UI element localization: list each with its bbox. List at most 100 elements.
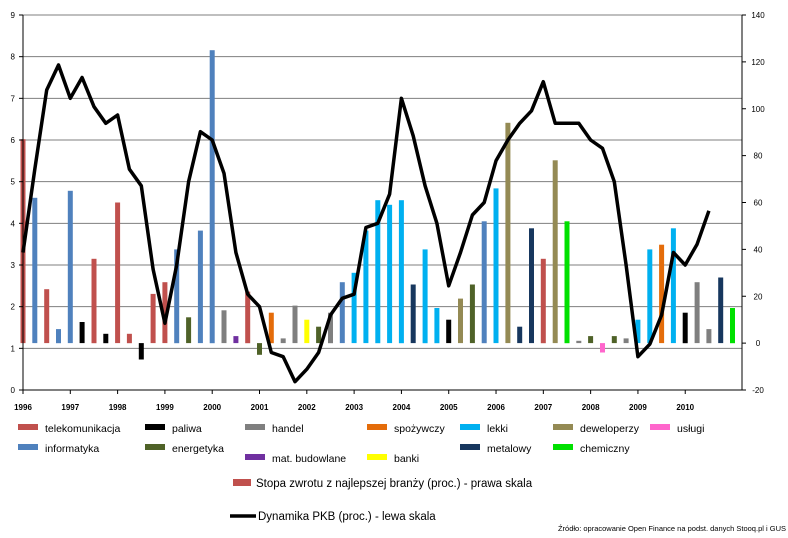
x-tick-label: 1999 xyxy=(156,403,174,412)
x-tick-label: 2008 xyxy=(582,403,600,412)
left-tick-label: 5 xyxy=(11,178,16,187)
legend-swatch-handel xyxy=(245,424,265,430)
bars-layer xyxy=(20,50,735,360)
legend-label-paliwa: paliwa xyxy=(172,423,202,435)
left-tick-label: 1 xyxy=(11,344,16,353)
bar-telekomunikacja xyxy=(44,289,50,344)
bar-informatyka xyxy=(209,50,215,344)
right-tick-label: 60 xyxy=(754,199,763,208)
bar-banki xyxy=(304,319,310,344)
bar-lekki xyxy=(647,249,653,344)
legend-label-informatyka: informatyka xyxy=(45,443,99,455)
right-tick-label: 20 xyxy=(754,292,763,301)
gdp-line xyxy=(21,63,711,384)
bar-lekki xyxy=(398,200,404,344)
x-tick-label: 2001 xyxy=(251,403,269,412)
bar-telekomunikacja xyxy=(150,293,156,344)
x-tick-label: 2002 xyxy=(298,403,316,412)
legend-swatch-mat_budowlane xyxy=(245,454,265,460)
x-tick-label: 1996 xyxy=(14,403,32,412)
legend-label-handel: handel xyxy=(272,423,304,435)
bar-spozywczy xyxy=(659,244,665,344)
bar-telekomunikacja xyxy=(245,291,251,344)
legend-label-banki: banki xyxy=(394,453,419,465)
bar-lekki xyxy=(351,272,357,344)
bar-lekki xyxy=(387,204,393,344)
bar-paliwa xyxy=(138,343,144,360)
bar-chemiczny xyxy=(730,308,735,344)
bar-deweloperzy xyxy=(552,160,558,344)
bar-series-label: Stopa zwrotu z najlepszej branży (proc.)… xyxy=(256,478,533,490)
legend-swatch-paliwa xyxy=(145,424,165,430)
bar-telekomunikacja xyxy=(91,258,97,344)
bar-lekki xyxy=(375,200,381,344)
bar-handel xyxy=(576,340,582,344)
bar-uslugi xyxy=(600,343,605,353)
left-tick-label: 8 xyxy=(11,53,16,62)
bar-informatyka xyxy=(339,282,345,344)
bar-handel xyxy=(292,305,298,344)
x-tick-label: 2010 xyxy=(676,403,694,412)
bar-energetyka xyxy=(186,317,192,344)
bar-handel xyxy=(706,329,712,344)
x-tick-label: 2007 xyxy=(534,403,552,412)
bar-informatyka xyxy=(67,190,73,344)
bar-telekomunikacja xyxy=(115,202,121,344)
legend-label-lekki: lekki xyxy=(487,423,508,435)
legend-label-telekomunikacja: telekomunikacja xyxy=(45,423,120,435)
right-tick-label: 100 xyxy=(751,105,765,114)
left-tick-label: 4 xyxy=(11,219,16,228)
bar-telekomunikacja xyxy=(540,258,546,344)
bar-energetyka xyxy=(469,284,475,344)
x-tick-label: 2006 xyxy=(487,403,505,412)
bar-lekki xyxy=(493,188,499,344)
legend-label-energetyka: energetyka xyxy=(172,443,224,455)
left-tick-label: 3 xyxy=(11,261,16,270)
bar-handel xyxy=(280,338,286,344)
bar-paliwa xyxy=(79,322,85,344)
legend-label-deweloperzy: deweloperzy xyxy=(580,423,640,435)
right-tick-label: 120 xyxy=(751,58,765,67)
legend: telekomunikacja paliwa handel spożywczy lekk… xyxy=(18,423,704,523)
left-tick-label: 6 xyxy=(11,136,16,145)
source-note: Źródło: opracowanie Open Finance na pods… xyxy=(558,524,786,533)
legend-swatch-spozywczy xyxy=(367,424,387,430)
bar-paliwa xyxy=(103,333,109,344)
axes-layer: 0 1 2 3 4 5 6 7 8 9 -20 0 20 40 60 80 100 120 140 1996 1997 1… xyxy=(11,11,766,412)
bar-lekki xyxy=(434,308,440,344)
legend-swatch-deweloperzy xyxy=(553,424,573,430)
bar-mat_budowlane xyxy=(233,336,239,344)
gridlines xyxy=(23,14,742,349)
bar-informatyka xyxy=(197,230,203,344)
bar-lekki xyxy=(422,249,428,344)
legend-swatch-uslugi xyxy=(650,424,670,430)
bar-handel xyxy=(623,338,629,344)
legend-swatch-lekki xyxy=(460,424,480,430)
bar-lekki xyxy=(635,319,641,344)
bar-lekki xyxy=(670,228,676,344)
legend-swatch-informatyka xyxy=(18,444,38,450)
line-series-label: Dynamika PKB (proc.) - lewa skala xyxy=(258,511,436,523)
legend-swatch-energetyka xyxy=(145,444,165,450)
left-tick-label: 7 xyxy=(11,94,16,103)
x-tick-label: 2004 xyxy=(393,403,411,412)
gdp-line-layer xyxy=(21,63,711,384)
bar-handel xyxy=(328,312,333,344)
bar-metalowy xyxy=(517,326,523,344)
legend-label-chemiczny: chemiczny xyxy=(580,443,630,455)
bar-metalowy xyxy=(718,277,724,344)
left-tick-label: 0 xyxy=(11,386,16,395)
bar-chemiczny xyxy=(564,221,570,344)
x-tick-label: 1997 xyxy=(61,403,79,412)
legend-label-spozywczy: spożywczy xyxy=(394,423,446,435)
bar-informatyka xyxy=(174,249,180,344)
bar-energetyka xyxy=(611,336,617,344)
right-tick-label: 80 xyxy=(754,152,763,161)
legend-swatch-chemiczny xyxy=(553,444,573,450)
bar-metalowy xyxy=(410,284,416,344)
bar-series-swatch xyxy=(233,479,251,486)
bar-informatyka xyxy=(56,329,61,344)
legend-label-metalowy: metalowy xyxy=(487,443,532,455)
bar-informatyka xyxy=(32,197,38,344)
